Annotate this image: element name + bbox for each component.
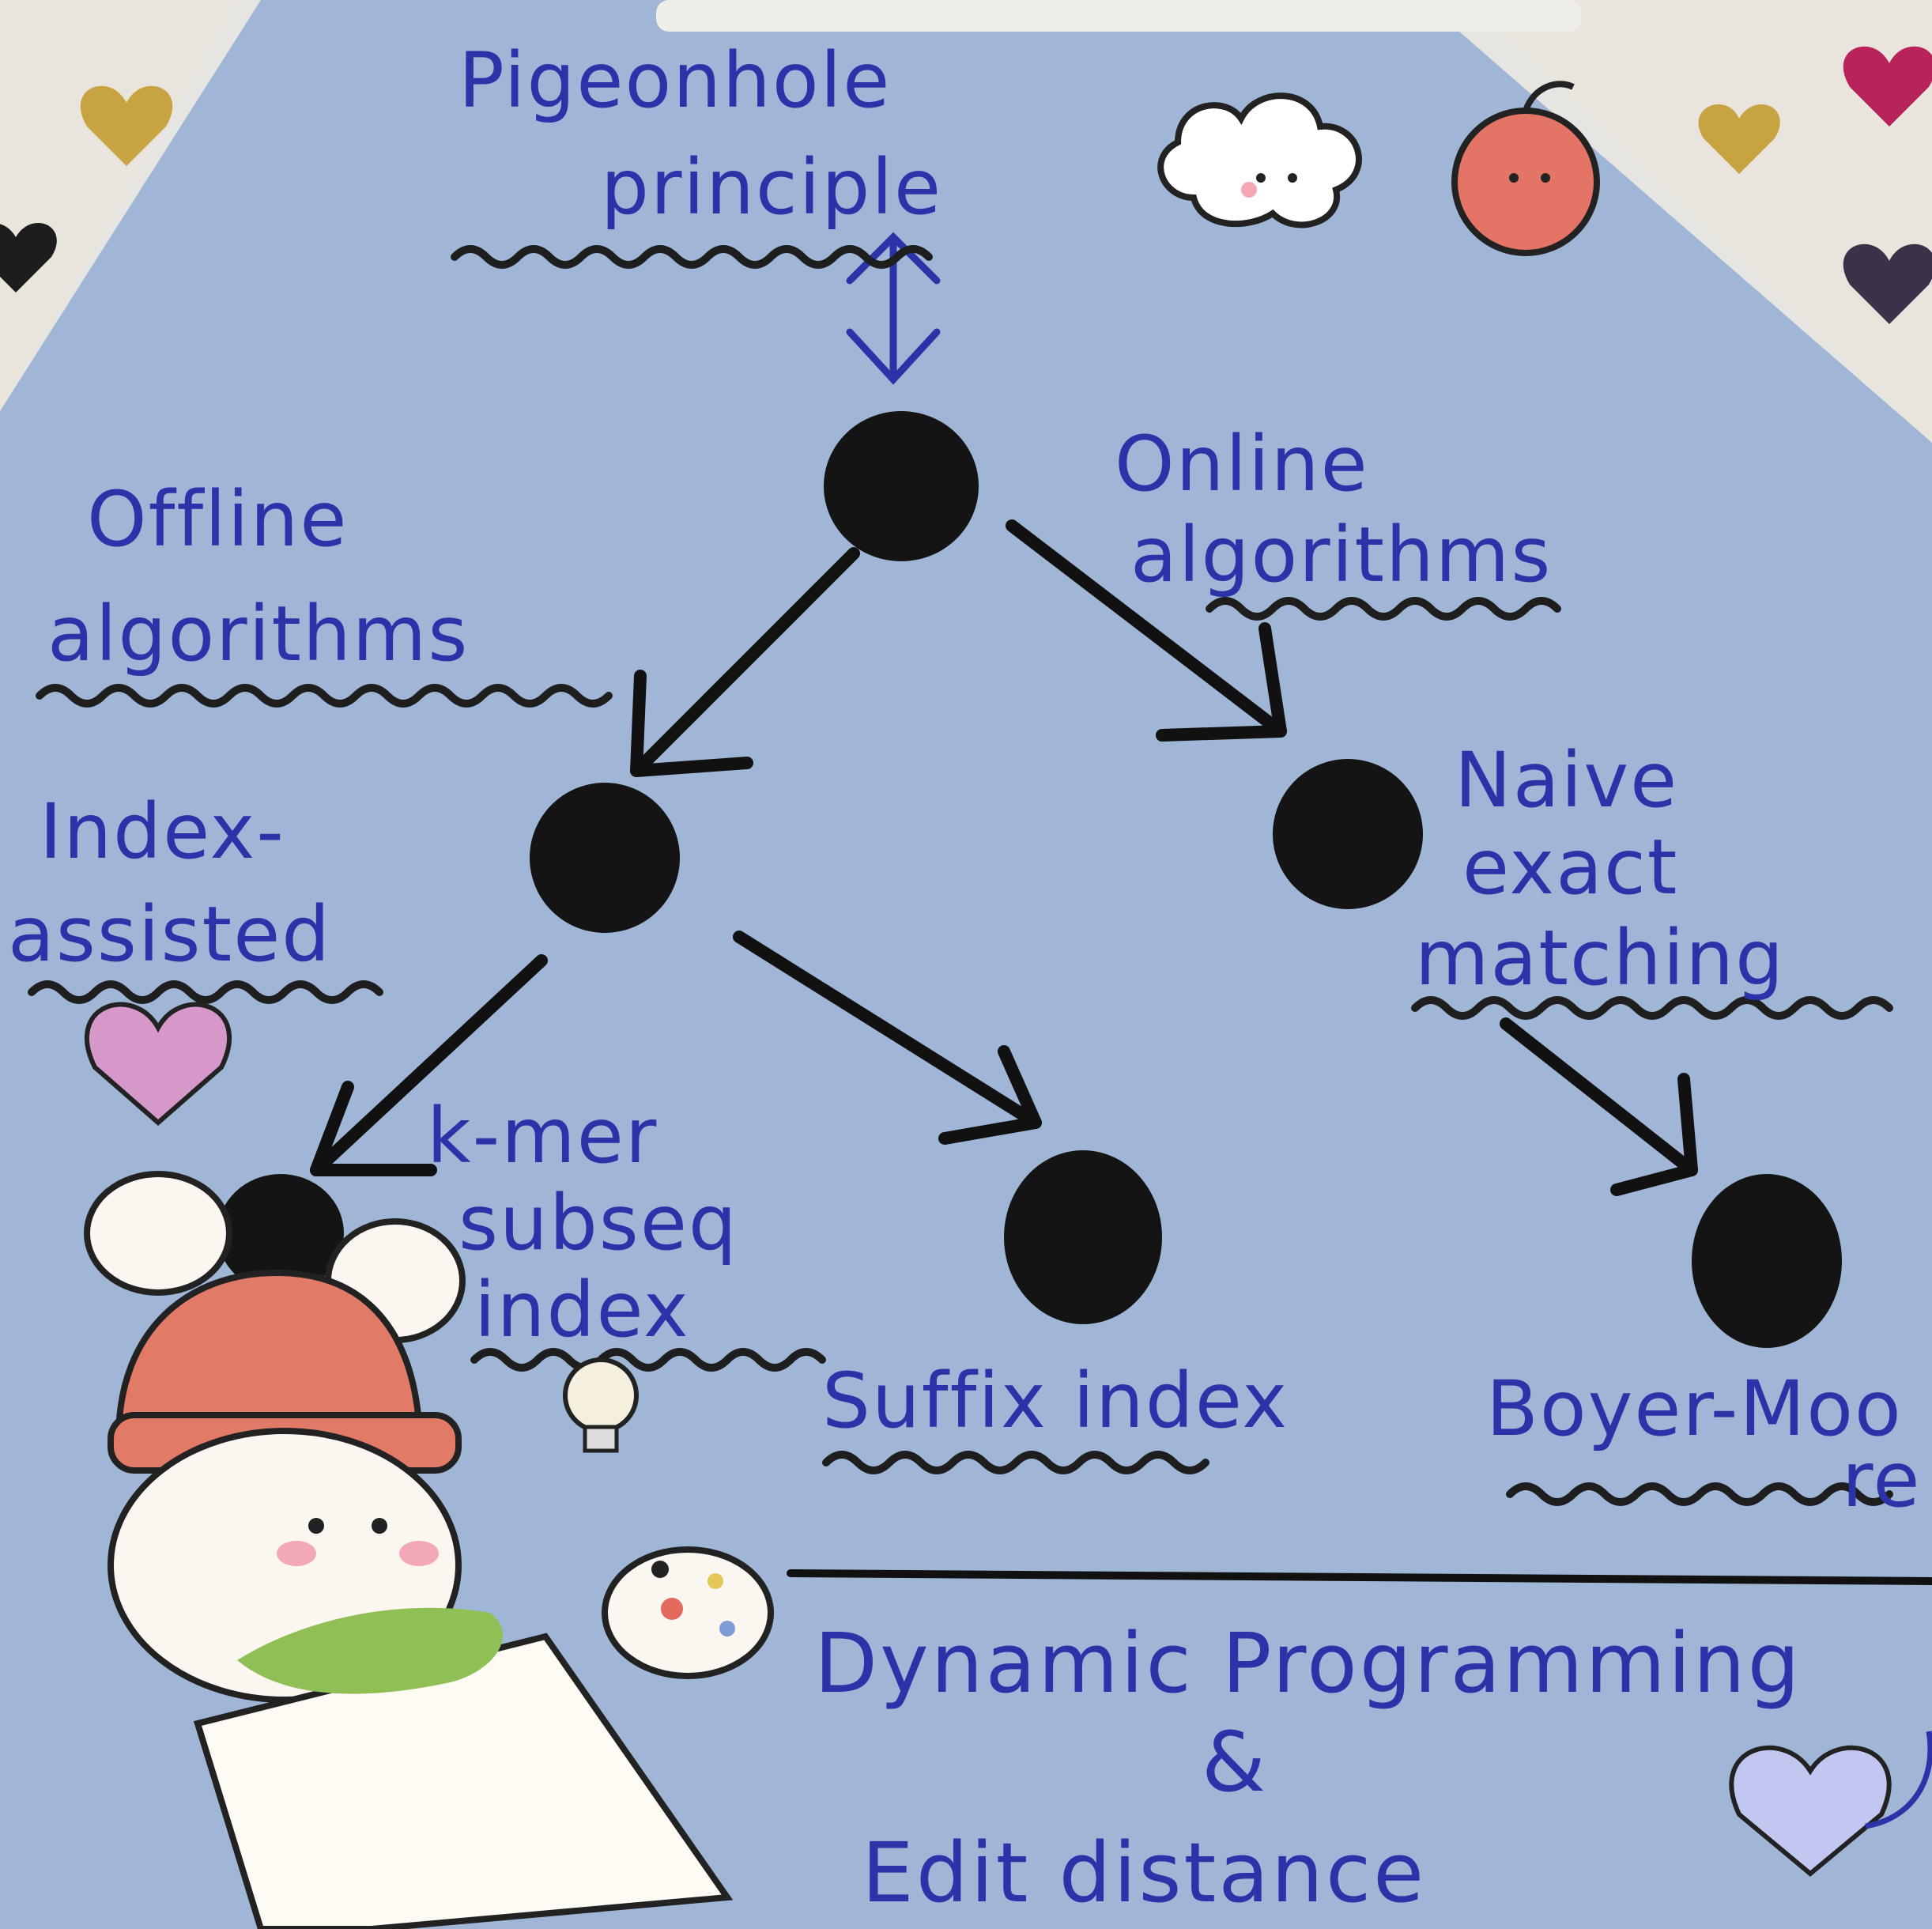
index-assisted-label-line1: Index- xyxy=(40,787,285,876)
tape-heart-icon xyxy=(80,85,173,166)
index-assisted-underline xyxy=(28,980,383,1004)
tape-heart-icon xyxy=(0,223,57,293)
offline-label-line2: algorithms xyxy=(47,590,469,678)
suffix-underline xyxy=(822,1451,1209,1474)
edge-index-suffix xyxy=(733,931,1042,1129)
tape-top xyxy=(656,0,1581,32)
kmer-label-line2: subseq xyxy=(458,1179,738,1267)
root-underline xyxy=(451,245,933,269)
node-boyer xyxy=(1692,1174,1842,1348)
lavender-heart-icon xyxy=(1729,1745,1892,1877)
boyer-label-line2: re xyxy=(1842,1436,1921,1524)
online-underline xyxy=(1206,597,1561,621)
underline-squiggles xyxy=(28,245,1893,1506)
footer-line3: Edit distance xyxy=(862,1825,1426,1921)
tape-top-left xyxy=(0,0,261,411)
kmer-label-line1: k-mer xyxy=(427,1092,658,1180)
node-offline xyxy=(530,783,680,933)
arrowhead-suffix xyxy=(938,1045,1042,1145)
footer-line1: Dynamic Programming xyxy=(814,1615,1802,1712)
index-assisted-label-line2: assisted xyxy=(8,890,331,979)
tree-edges xyxy=(310,519,1698,1196)
naive-underline xyxy=(1411,996,1893,1020)
edge-root-offline xyxy=(630,547,860,777)
pink-heart-icon xyxy=(84,1002,232,1126)
peach-sticker-icon xyxy=(1451,81,1600,256)
footer-swash xyxy=(1865,1731,1932,1829)
online-label-line2: algorithms xyxy=(1130,511,1552,599)
tape-top-right xyxy=(1423,0,1932,443)
arrowhead-online xyxy=(1156,622,1287,742)
root-label-line1: Pigeonhole xyxy=(458,36,891,125)
arrowhead-kmer xyxy=(310,1081,437,1176)
arrowhead-offline xyxy=(630,670,753,777)
root-label-line2: principle xyxy=(601,143,942,232)
footer-line2: & xyxy=(1202,1714,1268,1810)
kmer-underline xyxy=(470,1348,826,1372)
node-kmer xyxy=(217,1174,344,1293)
tree-nodes xyxy=(217,411,1842,1348)
kmer-label-line3: index xyxy=(474,1266,690,1354)
node-online xyxy=(1273,759,1423,909)
node-root xyxy=(824,411,979,561)
edge-naive-boyer xyxy=(1500,1017,1698,1176)
edge-root-online xyxy=(1006,519,1287,738)
boyer-underline xyxy=(1506,1482,1893,1506)
tape-heart-icon xyxy=(1698,104,1780,174)
offline-label-line1: Offline xyxy=(87,475,348,564)
naive-label-line3: matching xyxy=(1415,914,1785,1002)
arrowhead-boyer xyxy=(1610,1073,1698,1196)
naive-label-line2: exact xyxy=(1462,823,1678,912)
tape-heart-icon xyxy=(1843,243,1932,324)
footer-divider xyxy=(787,1569,1932,1585)
node-suffix xyxy=(1004,1150,1162,1324)
boyer-label-line1: Boyer-Moo xyxy=(1486,1365,1903,1453)
naive-label-line1: Naive xyxy=(1455,736,1678,825)
tape-heart-icon xyxy=(1843,46,1932,126)
cloud-sticker-icon xyxy=(1157,92,1362,228)
offline-underline xyxy=(36,684,613,708)
lightbulb-sticker-icon xyxy=(563,1357,639,1453)
bunny-painter-sticker-icon xyxy=(84,1171,774,1929)
suffix-label: Suffix index xyxy=(822,1357,1289,1445)
online-label-line1: Online xyxy=(1115,420,1369,508)
edge-index-kmer xyxy=(310,954,548,1176)
